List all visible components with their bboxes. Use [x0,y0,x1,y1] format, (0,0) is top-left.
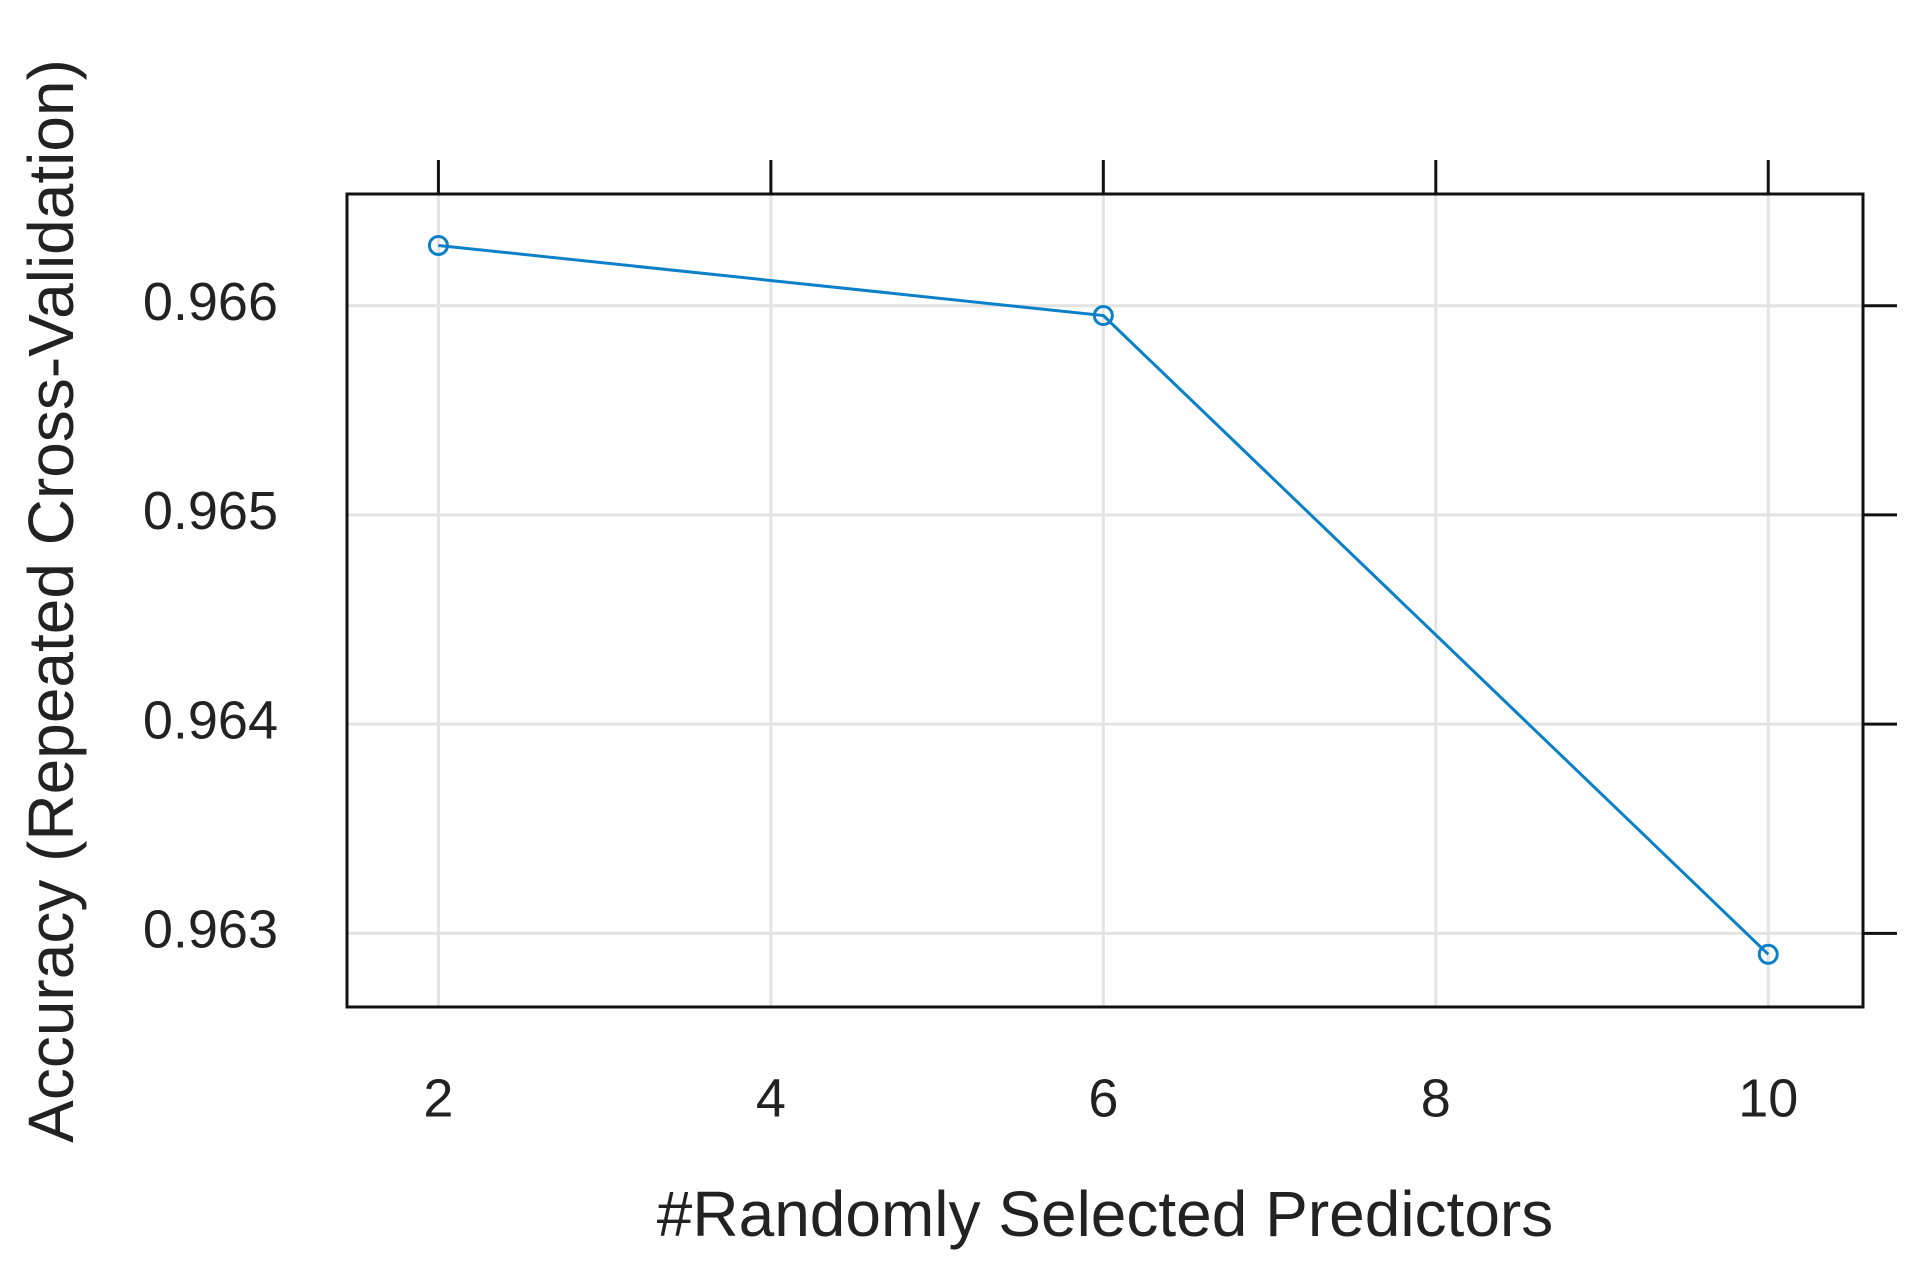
y-tick-label: 0.965 [143,481,278,541]
data-point [1092,305,1114,327]
series-line [438,243,1770,956]
y-tick-label: 0.964 [143,690,278,750]
x-axis-title: #Randomly Selected Predictors [657,1178,1553,1250]
y-tick-label: 0.966 [143,272,278,332]
x-tick-label: 2 [423,1068,453,1128]
x-tick-label: 6 [1088,1068,1118,1128]
data-point [427,234,449,256]
x-tick-label: 8 [1421,1068,1451,1128]
x-tick-label: 10 [1738,1068,1798,1128]
data-point [1757,943,1779,965]
y-axis-title: Accuracy (Repeated Cross-Validation) [15,59,87,1143]
plot-frame [345,192,1865,1009]
y-tick-label: 0.963 [143,900,278,960]
x-tick-label: 4 [756,1068,786,1128]
